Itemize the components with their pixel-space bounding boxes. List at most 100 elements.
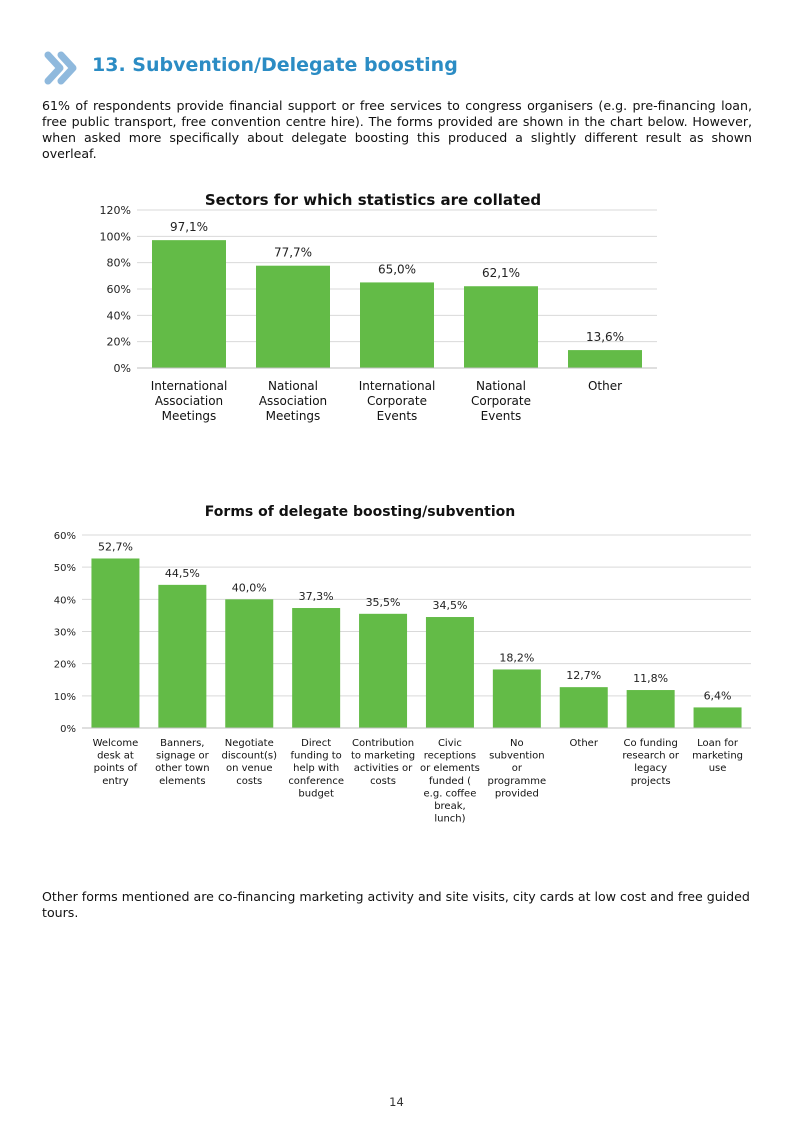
data-label: 44,5% [165,567,200,580]
data-label: 34,5% [432,599,467,612]
category-label: No [510,738,524,749]
category-label: entry [102,776,129,787]
category-label: Banners, [160,738,204,749]
category-label: Other [570,738,599,749]
category-label: Corporate [471,394,531,408]
section-title: 13. Subvention/Delegate boosting [92,54,458,76]
bar [158,584,207,728]
category-label: Contribution [352,738,414,749]
chart-title: Forms of delegate boosting/subvention [205,504,515,520]
category-label: to marketing [351,751,415,762]
category-label: Events [377,409,418,423]
bar [256,265,330,368]
y-tick-label: 80% [107,257,131,270]
category-label: break, [434,801,466,812]
category-label: Events [481,409,522,423]
category-label: receptions [424,751,476,762]
data-label: 97,1% [170,220,208,234]
y-tick-label: 20% [107,336,131,349]
bar [292,608,341,728]
category-label: or elements [420,763,480,774]
category-label: budget [298,788,334,799]
category-label: points of [94,763,138,774]
category-label: programme [488,776,547,787]
category-label: e.g. coffee [424,788,477,799]
category-label: conference [288,776,344,787]
data-label: 11,8% [633,672,668,685]
section-heading: 13. Subvention/Delegate boosting [44,50,764,86]
category-label: desk at [97,751,134,762]
data-label: 52,7% [98,540,133,553]
double-chevron-right-icon [44,51,77,85]
y-tick-label: 30% [54,628,76,639]
chart-title: Sectors for which statistics are collate… [205,191,541,209]
category-label: elements [159,776,205,787]
category-label: Loan for [697,738,739,749]
category-label: projects [631,776,671,787]
data-label: 6,4% [704,689,732,702]
category-label: other town [155,763,209,774]
category-label: discount(s) [221,751,277,762]
y-tick-label: 40% [54,595,76,606]
category-label: research or [622,751,680,762]
category-label: on venue [226,763,273,774]
category-label: legacy [634,763,667,774]
bar [91,558,140,728]
bar [225,599,274,728]
category-label: signage or [156,751,210,762]
y-tick-label: 20% [54,660,76,671]
category-label: Welcome [93,738,139,749]
y-tick-label: 10% [54,692,76,703]
category-label: Association [155,394,223,408]
bar [464,286,538,368]
category-label: subvention [489,751,544,762]
y-tick-label: 60% [54,531,76,542]
bar [568,350,642,368]
category-label: Meetings [162,409,217,423]
data-label: 40,0% [232,581,267,594]
bar [559,687,608,728]
category-label: Other [588,379,622,393]
category-label: help with [293,763,339,774]
category-label: costs [236,776,262,787]
y-tick-label: 40% [107,309,131,322]
y-tick-label: 0% [60,724,76,735]
category-label: Direct [301,738,331,749]
outro-paragraph: Other forms mentioned are co-financing m… [42,889,750,920]
category-label: costs [370,776,396,787]
sectors-bar-chart: Sectors for which statistics are collate… [100,191,657,423]
category-label: funded ( [429,776,471,787]
bar [693,707,742,728]
category-label: lunch) [434,814,465,825]
delegate-boosting-bar-chart: Forms of delegate boosting/subvention 0% 1… [54,504,751,825]
category-label: funding to [291,751,342,762]
bar [360,282,434,368]
category-label: Corporate [367,394,427,408]
category-label: marketing [692,751,743,762]
category-label: or [512,763,523,774]
bar [492,669,541,728]
category-label: National [268,379,318,393]
data-label: 13,6% [586,330,624,344]
category-label: Co funding [624,738,678,749]
category-label: use [709,763,727,774]
y-tick-label: 60% [107,283,131,296]
y-tick-label: 120% [100,204,131,217]
intro-paragraph: 61% of respondents provide financial sup… [42,98,752,161]
category-label: International [151,379,228,393]
category-label: activities or [354,763,413,774]
category-label: Civic [438,738,462,749]
y-tick-label: 0% [114,362,131,375]
data-label: 35,5% [366,596,401,609]
category-label: International [359,379,436,393]
data-label: 65,0% [378,262,416,276]
data-label: 77,7% [274,246,312,260]
category-label: Meetings [266,409,321,423]
bar [626,690,675,728]
bar [359,613,408,728]
page-number: 14 [389,1095,404,1109]
category-label: Negotiate [225,738,274,749]
data-label: 37,3% [299,590,334,603]
data-label: 12,7% [566,669,601,682]
category-label: Association [259,394,327,408]
